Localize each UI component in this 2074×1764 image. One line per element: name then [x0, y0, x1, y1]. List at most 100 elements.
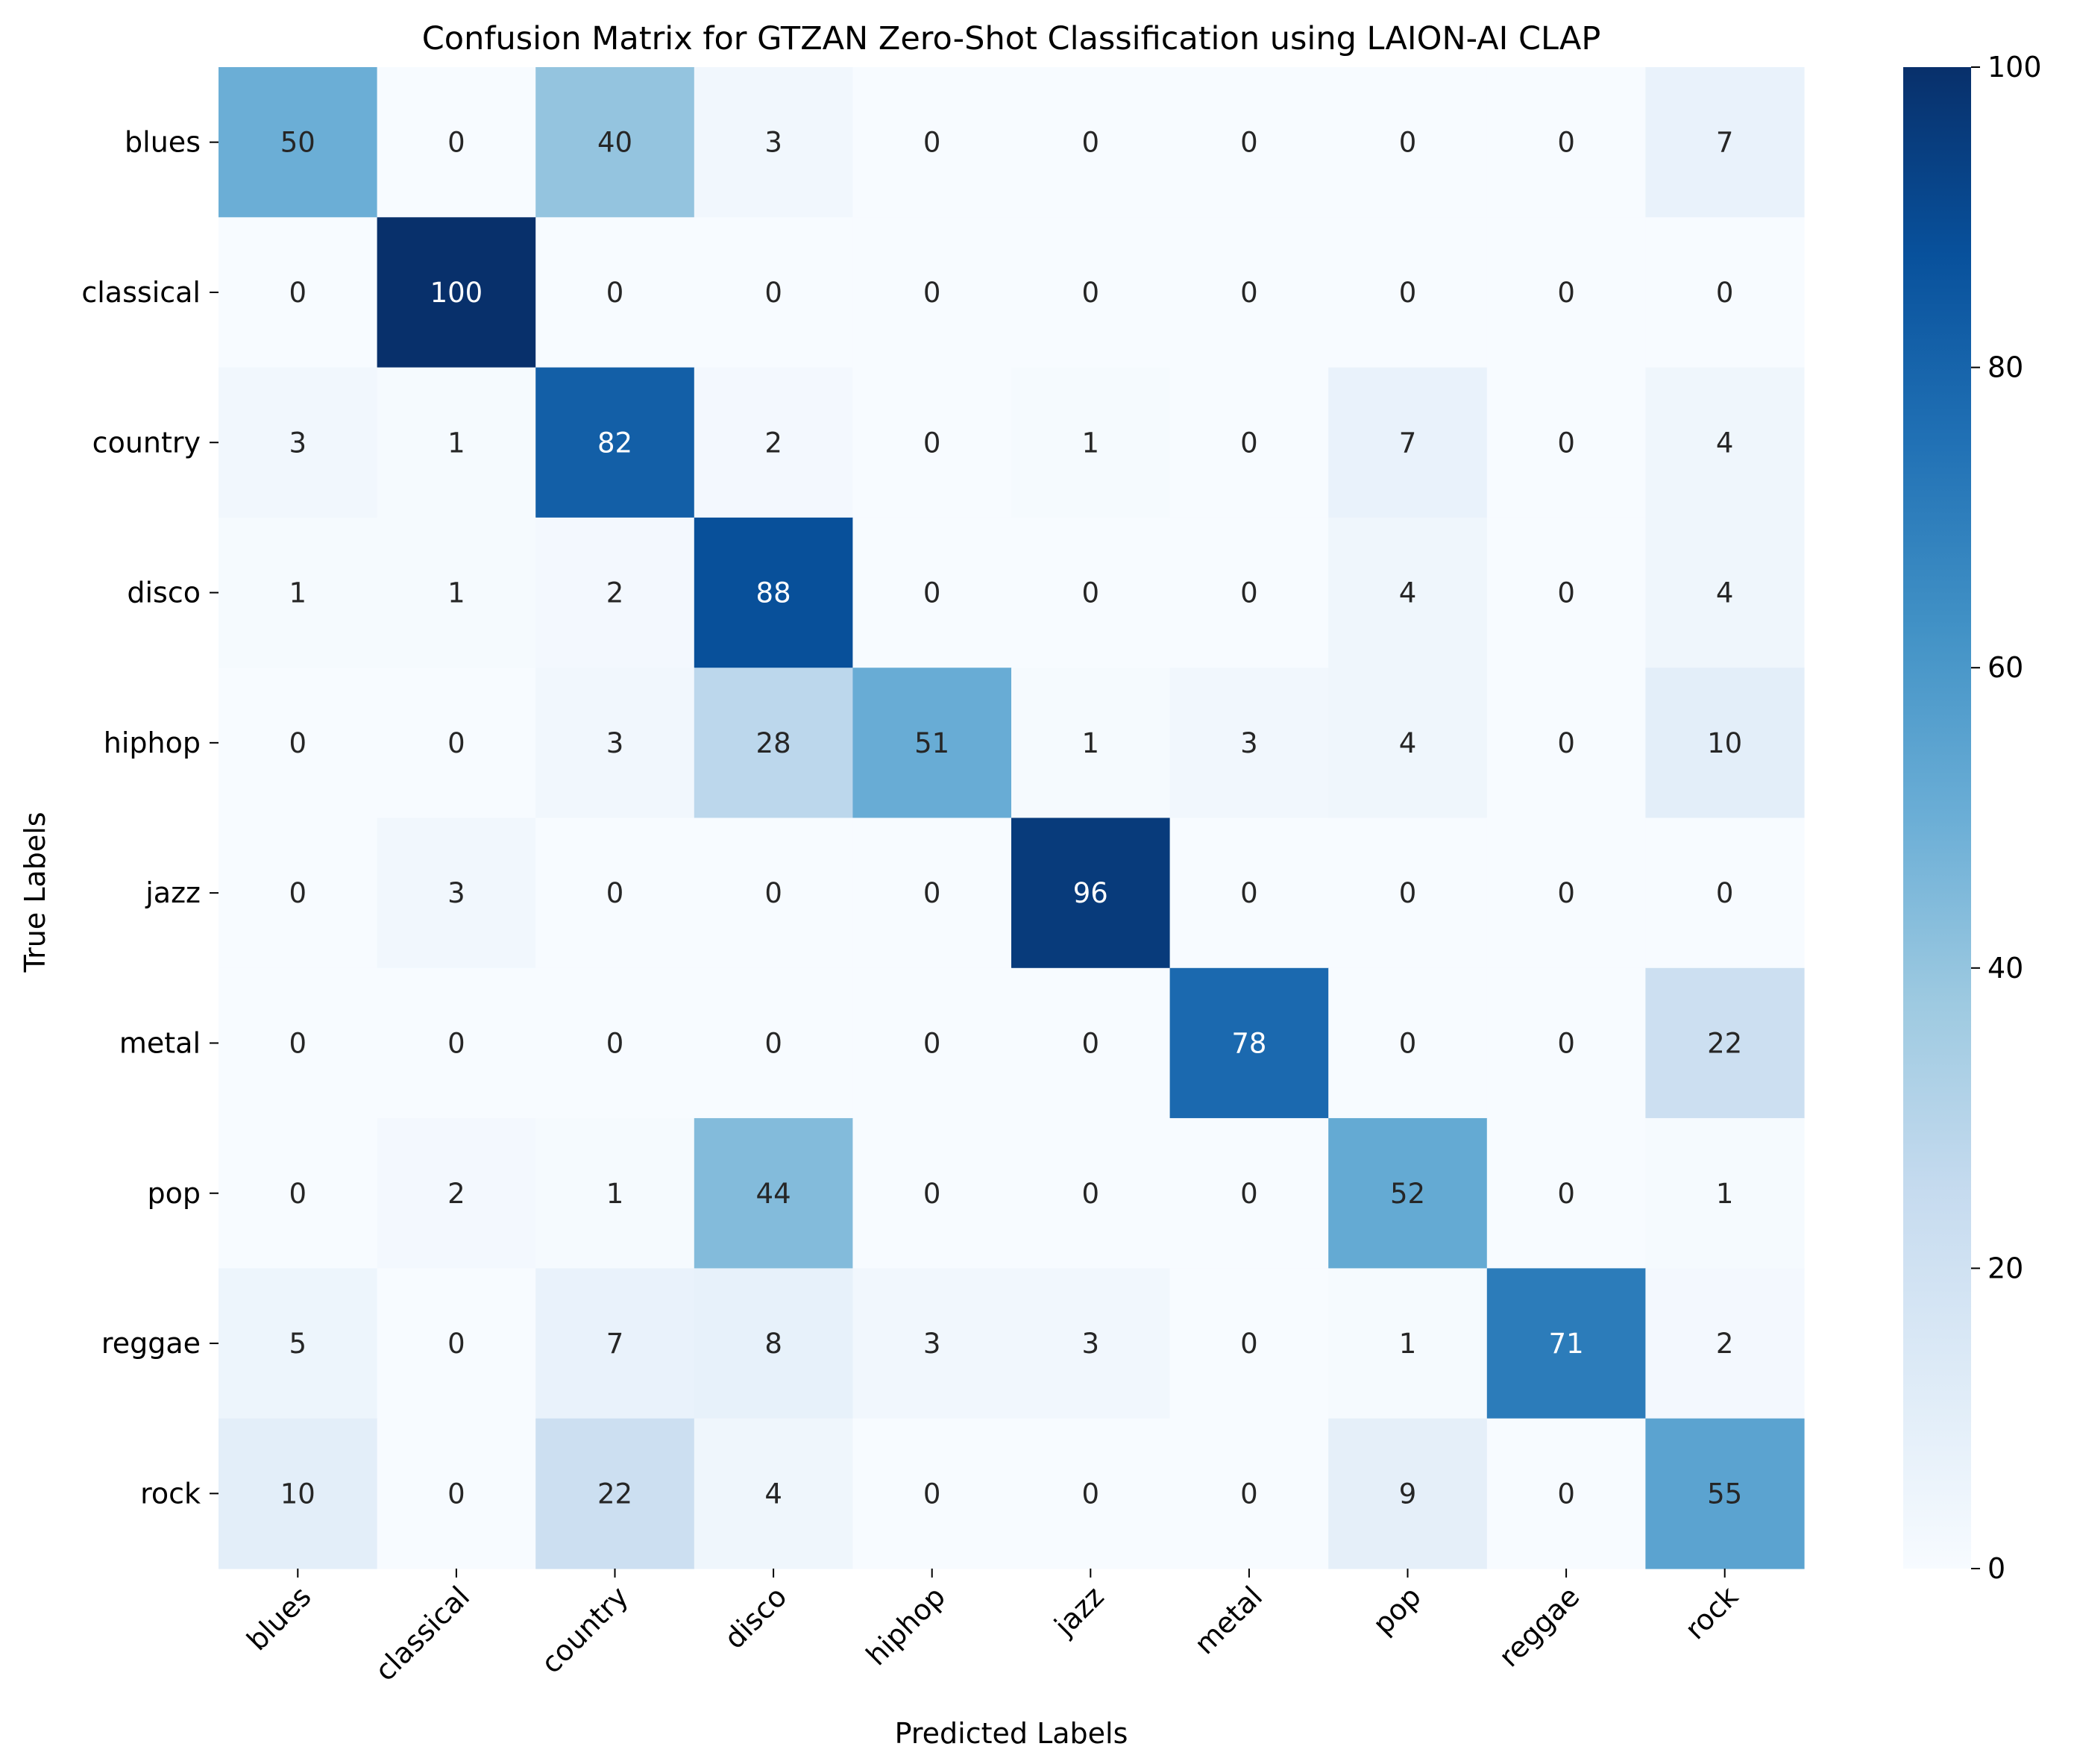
- cell-value-label: 28: [756, 727, 791, 759]
- cell-value-label: 22: [597, 1478, 632, 1510]
- cell-value-label: 0: [1557, 1478, 1575, 1510]
- cell-value-label: 0: [1557, 727, 1575, 759]
- cell-value-label: 10: [1707, 727, 1742, 759]
- colorbar-tick-label: 0: [1987, 1552, 2005, 1585]
- cell-value-label: 0: [1240, 277, 1258, 309]
- cell-value-label: 1: [606, 1178, 624, 1210]
- cell-value-label: 7: [1716, 127, 1734, 159]
- y-tick-label: pop: [148, 1177, 201, 1210]
- heatmap-cell: [852, 517, 1012, 668]
- cell-value-label: 0: [1240, 877, 1258, 909]
- heatmap-cell-labels: 50 0 40 3 0 0 0 0 0 70 100 0 0 0 0 0 0 0 03 1 82 2 0 1 0 7 0 41 1 2 88…: [280, 127, 1742, 1510]
- heatmap-cell: [1011, 67, 1171, 218]
- heatmap-cell: [694, 1118, 853, 1269]
- cell-value-label: 52: [1390, 1178, 1425, 1210]
- cell-value-label: 1: [289, 577, 307, 609]
- colorbar: 0 20 40 60 80 100: [1903, 51, 2042, 1585]
- heatmap-cell: [852, 1268, 1012, 1419]
- cell-value-label: 0: [1557, 877, 1575, 909]
- cell-value-label: 0: [447, 727, 465, 759]
- y-tick-label: jazz: [145, 876, 201, 909]
- heatmap-cell: [535, 967, 695, 1119]
- heatmap-cell: [377, 67, 536, 218]
- cell-value-label: 1: [1399, 1328, 1417, 1360]
- cell-value-label: 0: [923, 1478, 941, 1510]
- y-axis-ticks: blues classical country disco hiphop jazz meta…: [81, 126, 219, 1510]
- cell-value-label: 3: [289, 427, 307, 459]
- x-tick-label: blues: [240, 1580, 317, 1657]
- cell-value-label: 0: [1557, 127, 1575, 159]
- heatmap-cell: [1011, 367, 1171, 518]
- heatmap-cell: [1169, 517, 1329, 668]
- heatmap-cell: [1486, 1268, 1646, 1419]
- cell-value-label: 7: [606, 1328, 624, 1360]
- heatmap-cell: [535, 367, 695, 518]
- cell-value-label: 3: [606, 727, 624, 759]
- cell-value-label: 55: [1707, 1478, 1742, 1510]
- cell-value-label: 0: [1082, 1178, 1100, 1210]
- cell-value-label: 0: [1082, 1027, 1100, 1059]
- cell-value-label: 0: [1716, 277, 1734, 309]
- cell-value-label: 1: [1716, 1178, 1734, 1210]
- heatmap-cell: [1645, 668, 1805, 819]
- heatmap-cell: [535, 1418, 695, 1569]
- heatmap-cell: [1011, 817, 1171, 969]
- cell-value-label: 9: [1399, 1478, 1417, 1510]
- cell-value-label: 0: [1240, 1478, 1258, 1510]
- heatmap-cell: [1011, 1418, 1171, 1569]
- heatmap-cell: [852, 967, 1012, 1119]
- heatmap-cell: [1486, 967, 1646, 1119]
- cell-value-label: 4: [1716, 577, 1734, 609]
- heatmap-cell: [535, 1268, 695, 1419]
- x-tick-label: metal: [1188, 1580, 1269, 1660]
- cell-value-label: 0: [289, 1178, 307, 1210]
- cell-value-label: 40: [597, 127, 632, 159]
- heatmap-cell: [219, 817, 378, 969]
- cell-value-label: 0: [923, 127, 941, 159]
- heatmap-cell: [1645, 817, 1805, 969]
- heatmap-cell: [377, 1118, 536, 1269]
- colorbar-tick-label: 60: [1987, 651, 2023, 684]
- cell-value-label: 96: [1073, 877, 1108, 909]
- heatmap-cell: [1486, 517, 1646, 668]
- cell-value-label: 1: [447, 427, 465, 459]
- heatmap-cell: [535, 517, 695, 668]
- x-axis-ticks: blues classical country disco hiphop jazz meta…: [240, 1569, 1744, 1687]
- heatmap-cell: [219, 668, 378, 819]
- cell-value-label: 22: [1707, 1027, 1742, 1059]
- cell-value-label: 0: [1399, 127, 1417, 159]
- cell-value-label: 3: [447, 877, 465, 909]
- cell-value-label: 0: [1082, 1478, 1100, 1510]
- heatmap-cell: [852, 1418, 1012, 1569]
- cell-value-label: 2: [606, 577, 624, 609]
- cell-value-label: 0: [1082, 277, 1100, 309]
- heatmap-cell: [1328, 668, 1488, 819]
- cell-value-label: 82: [597, 427, 632, 459]
- heatmap-cell: [852, 1118, 1012, 1269]
- cell-value-label: 4: [1716, 427, 1734, 459]
- cell-value-label: 0: [923, 277, 941, 309]
- cell-value-label: 0: [1399, 877, 1417, 909]
- heatmap-cell: [1011, 217, 1171, 368]
- cell-value-label: 51: [914, 727, 949, 759]
- heatmap-cell: [377, 1418, 536, 1569]
- heatmap-cell: [694, 668, 853, 819]
- cell-value-label: 0: [1240, 1178, 1258, 1210]
- heatmap-cell: [1486, 1118, 1646, 1269]
- cell-value-label: 0: [447, 1328, 465, 1360]
- cell-value-label: 2: [1716, 1328, 1734, 1360]
- heatmap-cell: [535, 668, 695, 819]
- heatmap-cell: [694, 1418, 853, 1569]
- cell-value-label: 78: [1231, 1027, 1266, 1059]
- heatmap-cell: [1328, 67, 1488, 218]
- colorbar-gradient: [1903, 67, 1971, 1569]
- heatmap-cell: [1645, 67, 1805, 218]
- cell-value-label: 0: [289, 727, 307, 759]
- cell-value-label: 0: [606, 877, 624, 909]
- heatmap-cell: [219, 1268, 378, 1419]
- cell-value-label: 100: [430, 277, 483, 309]
- heatmap-cell: [535, 817, 695, 969]
- colorbar-tick-label: 100: [1987, 51, 2042, 84]
- heatmap-cell: [1645, 1418, 1805, 1569]
